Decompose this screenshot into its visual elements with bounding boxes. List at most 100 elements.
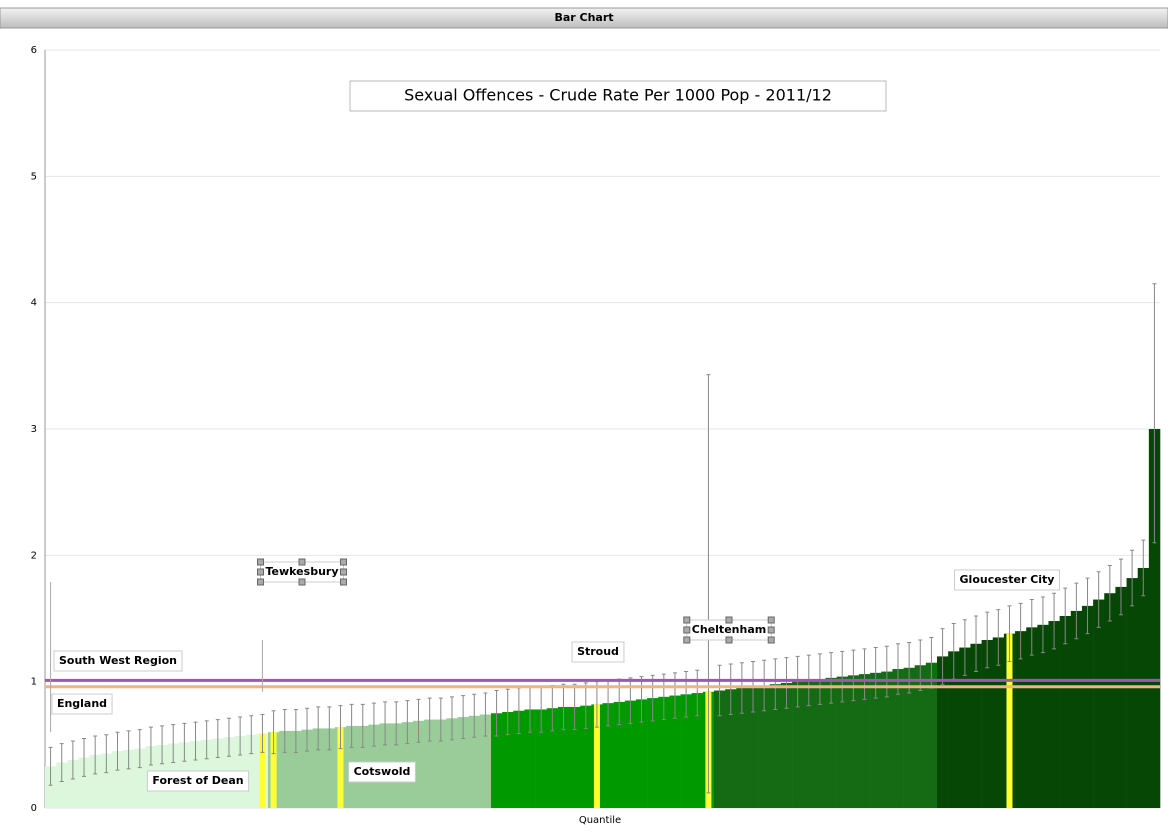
highlight-bar xyxy=(259,733,266,808)
selection-handle xyxy=(257,568,264,576)
panel-title: Bar Chart xyxy=(554,11,613,24)
error-bar xyxy=(1152,283,1157,544)
bar xyxy=(736,687,748,808)
bar xyxy=(134,748,146,808)
bar xyxy=(580,705,592,808)
error-bar xyxy=(840,650,845,703)
bar xyxy=(758,685,771,808)
selection-handle xyxy=(725,616,733,624)
error-bar xyxy=(1085,577,1090,635)
error-bar xyxy=(1029,599,1034,656)
bar xyxy=(647,698,659,808)
y-tick-label: 4 xyxy=(31,298,37,309)
error-bar xyxy=(1107,564,1112,622)
selection-handle xyxy=(683,626,691,634)
bar xyxy=(714,690,726,808)
chart-title: Sexual Offences - Crude Rate Per 1000 Po… xyxy=(404,86,832,105)
error-bar xyxy=(650,674,655,722)
bar xyxy=(1037,624,1049,808)
error-bar xyxy=(1007,605,1012,662)
selection-handle xyxy=(767,626,775,634)
bar xyxy=(78,757,90,808)
error-bar xyxy=(59,743,64,782)
error-bar xyxy=(974,615,979,673)
bar-label: Tewkesbury xyxy=(266,565,339,578)
selection-handle xyxy=(257,558,264,566)
error-bar xyxy=(137,729,142,769)
labels: Forest of Dean Tewkesbury Cotswold Stroud Ch… xyxy=(50,558,1060,792)
error-bar xyxy=(940,628,945,685)
error-bar xyxy=(1063,587,1068,645)
bar xyxy=(658,696,670,808)
error-bar xyxy=(907,642,912,694)
bar xyxy=(903,667,915,808)
error-bar xyxy=(728,663,733,716)
error-bar xyxy=(829,652,834,704)
error-bar xyxy=(884,645,889,698)
error-bar xyxy=(182,722,187,762)
error-bar xyxy=(784,657,789,709)
title-box xyxy=(349,80,887,112)
selection-handle xyxy=(725,636,733,644)
bar xyxy=(290,730,302,808)
error-bar xyxy=(449,696,454,741)
selection-handle xyxy=(767,636,775,644)
bar xyxy=(479,714,492,808)
y-tick-label: 1 xyxy=(31,677,37,688)
bar xyxy=(680,694,692,808)
bar xyxy=(937,656,949,808)
bar xyxy=(803,680,815,808)
reference-label-box xyxy=(53,650,183,672)
bar xyxy=(1026,627,1038,808)
error-bar xyxy=(394,701,399,746)
bar xyxy=(669,695,681,808)
bar xyxy=(502,711,514,808)
error-bar xyxy=(226,717,231,757)
error-bar xyxy=(327,706,332,751)
error-bar xyxy=(48,746,53,786)
error-bar xyxy=(851,649,856,702)
error-bar xyxy=(962,619,967,676)
error-bar xyxy=(316,706,321,751)
selection-handle xyxy=(683,636,691,644)
error-bar xyxy=(505,688,510,736)
bar xyxy=(602,703,614,808)
bar xyxy=(424,719,436,808)
bar xyxy=(111,751,124,808)
error-bar xyxy=(293,708,298,753)
bar xyxy=(123,749,135,808)
error-bar xyxy=(461,695,466,740)
error-bar xyxy=(70,740,75,780)
bar-label: Cotswold xyxy=(354,765,411,778)
error-bar xyxy=(472,693,477,738)
bar xyxy=(446,718,458,808)
error-bar xyxy=(427,697,432,742)
plot-area: 0 1 2 3 4 5 6 xyxy=(31,45,1161,814)
error-bar xyxy=(349,703,354,748)
bar xyxy=(881,671,893,808)
bar xyxy=(457,717,469,808)
error-bar xyxy=(985,611,990,669)
bar xyxy=(992,637,1005,808)
error-bars xyxy=(48,283,1157,794)
error-bar xyxy=(706,374,711,794)
bar xyxy=(1081,605,1094,808)
bars xyxy=(45,429,1161,808)
y-tick-label: 2 xyxy=(31,550,37,561)
bar xyxy=(491,713,503,808)
bar xyxy=(312,728,325,808)
bar xyxy=(245,734,258,808)
bar xyxy=(847,675,860,808)
bar xyxy=(747,686,759,808)
highlight-bar xyxy=(593,704,600,808)
bar xyxy=(1093,599,1105,808)
error-bar xyxy=(160,725,165,765)
bar xyxy=(67,759,79,808)
error-bar xyxy=(148,726,153,766)
reference-label: South West Region xyxy=(59,654,177,667)
bar xyxy=(1148,429,1161,808)
bar xyxy=(279,730,291,808)
bar xyxy=(1048,621,1060,808)
selection-handle xyxy=(340,578,347,586)
selection-handle xyxy=(340,558,347,566)
